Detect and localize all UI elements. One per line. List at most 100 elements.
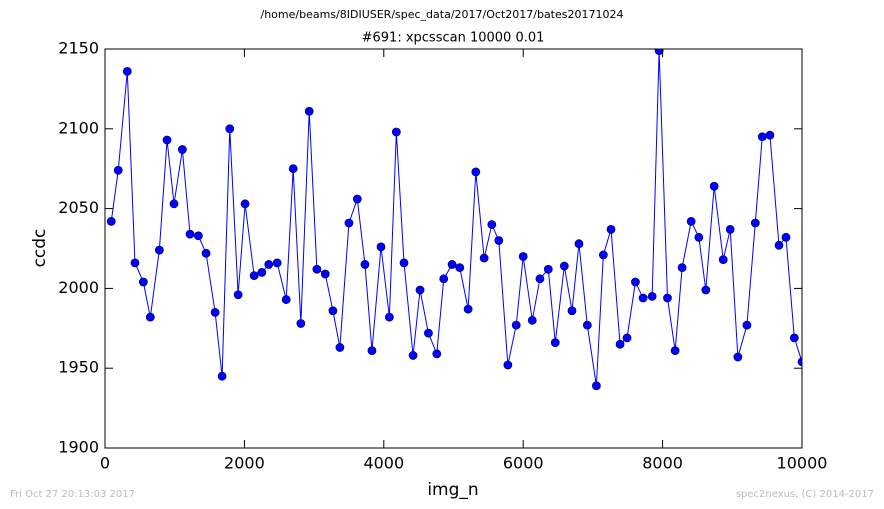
data-point xyxy=(638,293,648,303)
data-point xyxy=(518,252,528,261)
data-point xyxy=(304,106,314,116)
data-point xyxy=(733,352,743,362)
data-point xyxy=(725,224,735,234)
y-axis-label: ccdc xyxy=(30,229,50,268)
data-point xyxy=(670,346,680,356)
data-point xyxy=(408,351,418,360)
chart-title: #691: xpcsscan 10000 0.01 xyxy=(362,31,545,46)
data-point xyxy=(296,319,306,328)
data-point xyxy=(535,274,545,284)
data-point xyxy=(288,164,298,174)
data-point xyxy=(399,258,409,268)
data-point xyxy=(249,271,259,281)
data-point xyxy=(647,291,657,301)
data-point xyxy=(424,328,433,338)
footer-left: Fri Oct 27 20:13:03 2017 xyxy=(10,489,135,500)
data-point xyxy=(757,132,767,142)
x-tick-label: 10000 xyxy=(777,454,828,473)
y-tick-label: 1900 xyxy=(58,438,99,457)
x-tick-label: 0 xyxy=(100,454,110,473)
y-tick-label: 2000 xyxy=(58,278,99,297)
data-point xyxy=(487,220,497,229)
data-point xyxy=(559,261,569,271)
data-point xyxy=(615,339,625,349)
data-point xyxy=(494,236,504,245)
data-point xyxy=(471,167,481,177)
data-point xyxy=(439,274,449,284)
data-point xyxy=(511,320,521,330)
data-point xyxy=(154,245,164,255)
data-point xyxy=(789,333,799,343)
footer-right: spec2nexus, (C) 2014-2017 xyxy=(736,489,874,500)
data-point xyxy=(631,277,640,287)
data-point xyxy=(177,145,187,154)
suptitle: /home/beams/8IDIUSER/spec_data/2017/Oct2… xyxy=(261,8,624,21)
data-point xyxy=(432,349,442,359)
data-point xyxy=(344,218,354,228)
data-point xyxy=(567,306,577,316)
data-point xyxy=(774,240,784,250)
data-point xyxy=(701,285,711,295)
data-point xyxy=(384,312,394,322)
data-point xyxy=(113,165,123,175)
x-axis-label: img_n xyxy=(427,480,478,500)
data-point xyxy=(360,260,370,269)
data-point xyxy=(138,277,148,287)
data-point xyxy=(352,194,362,204)
x-tick-label: 8000 xyxy=(642,454,683,473)
data-point xyxy=(376,242,386,252)
axes-frame xyxy=(104,48,803,449)
y-tick-label: 2050 xyxy=(58,198,99,217)
data-point xyxy=(328,306,338,316)
x-tick-label: 6000 xyxy=(503,454,544,473)
data-point xyxy=(312,264,322,274)
data-point xyxy=(272,258,282,268)
data-point xyxy=(367,346,377,356)
data-point xyxy=(335,343,345,352)
data-point xyxy=(742,320,752,330)
data-point xyxy=(694,232,704,242)
data-point xyxy=(391,127,401,137)
data-point xyxy=(591,381,601,391)
data-point xyxy=(686,216,696,226)
data-point xyxy=(750,218,760,228)
data-point xyxy=(210,307,220,317)
data-point xyxy=(527,315,537,325)
data-point xyxy=(781,232,791,242)
data-point xyxy=(582,320,592,330)
data-point xyxy=(709,181,719,191)
data-point xyxy=(122,66,132,76)
y-tick-label: 1950 xyxy=(58,358,99,377)
data-point xyxy=(320,269,330,279)
data-point xyxy=(765,130,775,140)
data-point xyxy=(281,295,291,304)
data-point xyxy=(185,229,195,239)
data-point xyxy=(225,124,235,134)
data-point xyxy=(193,231,203,241)
data-point xyxy=(606,224,616,234)
data-point xyxy=(201,248,211,258)
data-point xyxy=(598,250,608,260)
y-tick-label: 2100 xyxy=(58,118,99,137)
data-point xyxy=(677,263,687,273)
data-point xyxy=(169,199,179,209)
data-point xyxy=(543,264,553,274)
data-point xyxy=(463,304,473,314)
data-point xyxy=(162,135,172,145)
y-tick-label: 2150 xyxy=(58,39,99,58)
data-point xyxy=(257,268,267,277)
data-point xyxy=(503,360,513,370)
data-point xyxy=(145,312,155,322)
data-point xyxy=(550,338,560,348)
data-point xyxy=(622,333,632,343)
x-tick-label: 4000 xyxy=(363,454,404,473)
data-point xyxy=(447,260,457,269)
plot-area xyxy=(106,49,802,391)
data-point xyxy=(240,199,250,209)
data-point xyxy=(718,255,728,265)
data-point xyxy=(663,293,672,303)
data-point xyxy=(106,216,116,226)
data-point xyxy=(415,285,425,295)
